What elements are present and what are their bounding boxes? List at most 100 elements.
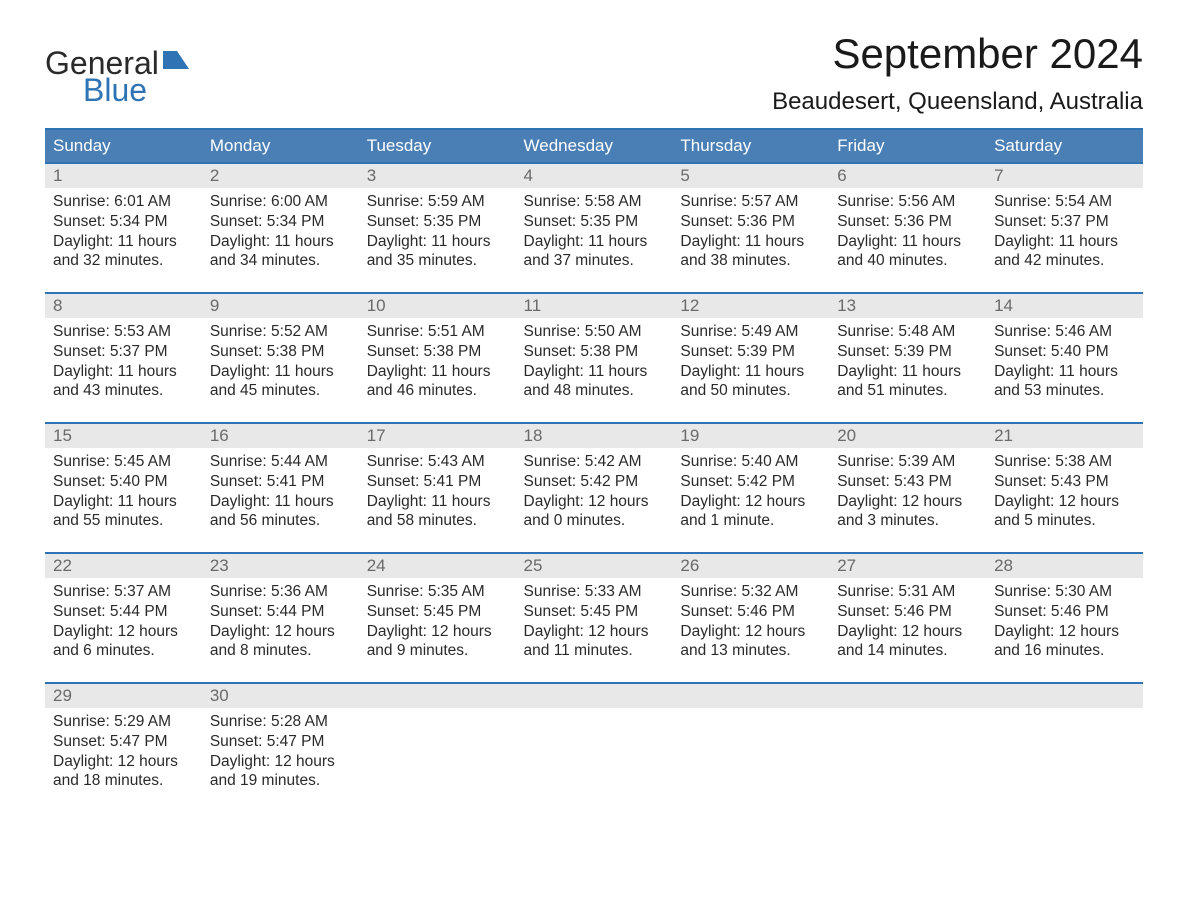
day-details: Sunrise: 5:32 AMSunset: 5:46 PMDaylight:…	[672, 578, 829, 667]
calendar-week-row: 1Sunrise: 6:01 AMSunset: 5:34 PMDaylight…	[45, 162, 1143, 292]
day-number: 9	[202, 292, 359, 318]
day-details: Sunrise: 5:46 AMSunset: 5:40 PMDaylight:…	[986, 318, 1143, 407]
calendar-day-cell: 14Sunrise: 5:46 AMSunset: 5:40 PMDayligh…	[986, 292, 1143, 422]
day-details: Sunrise: 5:58 AMSunset: 5:35 PMDaylight:…	[516, 188, 673, 277]
day-details: Sunrise: 5:28 AMSunset: 5:47 PMDaylight:…	[202, 708, 359, 797]
day-number: 3	[359, 162, 516, 188]
calendar-day-cell	[986, 682, 1143, 812]
page-header: General Blue September 2024 Beaudesert, …	[45, 30, 1143, 116]
calendar-day-cell: 9Sunrise: 5:52 AMSunset: 5:38 PMDaylight…	[202, 292, 359, 422]
calendar-day-cell: 13Sunrise: 5:48 AMSunset: 5:39 PMDayligh…	[829, 292, 986, 422]
calendar-day-cell: 27Sunrise: 5:31 AMSunset: 5:46 PMDayligh…	[829, 552, 986, 682]
day-details: Sunrise: 5:35 AMSunset: 5:45 PMDaylight:…	[359, 578, 516, 667]
calendar-day-cell: 10Sunrise: 5:51 AMSunset: 5:38 PMDayligh…	[359, 292, 516, 422]
day-number: 26	[672, 552, 829, 578]
day-details: Sunrise: 5:29 AMSunset: 5:47 PMDaylight:…	[45, 708, 202, 797]
day-details: Sunrise: 5:31 AMSunset: 5:46 PMDaylight:…	[829, 578, 986, 667]
calendar-day-cell: 6Sunrise: 5:56 AMSunset: 5:36 PMDaylight…	[829, 162, 986, 292]
calendar-day-cell: 21Sunrise: 5:38 AMSunset: 5:43 PMDayligh…	[986, 422, 1143, 552]
calendar-day-cell	[829, 682, 986, 812]
calendar-day-cell: 18Sunrise: 5:42 AMSunset: 5:42 PMDayligh…	[516, 422, 673, 552]
weekday-header: Tuesday	[359, 129, 516, 162]
day-details: Sunrise: 5:52 AMSunset: 5:38 PMDaylight:…	[202, 318, 359, 407]
day-number-empty	[516, 682, 673, 708]
weekday-header: Monday	[202, 129, 359, 162]
day-details: Sunrise: 5:53 AMSunset: 5:37 PMDaylight:…	[45, 318, 202, 407]
day-number-empty	[986, 682, 1143, 708]
day-number: 12	[672, 292, 829, 318]
day-number: 1	[45, 162, 202, 188]
day-number: 19	[672, 422, 829, 448]
day-number-empty	[672, 682, 829, 708]
calendar-day-cell: 26Sunrise: 5:32 AMSunset: 5:46 PMDayligh…	[672, 552, 829, 682]
day-number: 16	[202, 422, 359, 448]
calendar-day-cell: 16Sunrise: 5:44 AMSunset: 5:41 PMDayligh…	[202, 422, 359, 552]
calendar-day-cell: 15Sunrise: 5:45 AMSunset: 5:40 PMDayligh…	[45, 422, 202, 552]
weekday-header: Thursday	[672, 129, 829, 162]
day-number-empty	[829, 682, 986, 708]
calendar-day-cell: 22Sunrise: 5:37 AMSunset: 5:44 PMDayligh…	[45, 552, 202, 682]
page-title: September 2024	[772, 30, 1143, 78]
calendar-day-cell: 4Sunrise: 5:58 AMSunset: 5:35 PMDaylight…	[516, 162, 673, 292]
calendar-day-cell: 1Sunrise: 6:01 AMSunset: 5:34 PMDaylight…	[45, 162, 202, 292]
day-number: 18	[516, 422, 673, 448]
day-number: 14	[986, 292, 1143, 318]
calendar-day-cell: 17Sunrise: 5:43 AMSunset: 5:41 PMDayligh…	[359, 422, 516, 552]
calendar-week-row: 29Sunrise: 5:29 AMSunset: 5:47 PMDayligh…	[45, 682, 1143, 812]
day-number: 29	[45, 682, 202, 708]
calendar-day-cell: 20Sunrise: 5:39 AMSunset: 5:43 PMDayligh…	[829, 422, 986, 552]
day-number: 27	[829, 552, 986, 578]
day-number: 23	[202, 552, 359, 578]
day-number: 7	[986, 162, 1143, 188]
day-number: 24	[359, 552, 516, 578]
day-number: 30	[202, 682, 359, 708]
calendar-day-cell	[516, 682, 673, 812]
day-number: 15	[45, 422, 202, 448]
day-number: 17	[359, 422, 516, 448]
weekday-header: Friday	[829, 129, 986, 162]
calendar-day-cell: 11Sunrise: 5:50 AMSunset: 5:38 PMDayligh…	[516, 292, 673, 422]
weekday-header: Wednesday	[516, 129, 673, 162]
day-details: Sunrise: 5:43 AMSunset: 5:41 PMDaylight:…	[359, 448, 516, 537]
day-number: 6	[829, 162, 986, 188]
day-details: Sunrise: 5:37 AMSunset: 5:44 PMDaylight:…	[45, 578, 202, 667]
day-details: Sunrise: 5:39 AMSunset: 5:43 PMDaylight:…	[829, 448, 986, 537]
calendar-day-cell: 8Sunrise: 5:53 AMSunset: 5:37 PMDaylight…	[45, 292, 202, 422]
calendar-day-cell: 3Sunrise: 5:59 AMSunset: 5:35 PMDaylight…	[359, 162, 516, 292]
day-details: Sunrise: 5:45 AMSunset: 5:40 PMDaylight:…	[45, 448, 202, 537]
day-number: 25	[516, 552, 673, 578]
calendar-week-row: 8Sunrise: 5:53 AMSunset: 5:37 PMDaylight…	[45, 292, 1143, 422]
day-number: 5	[672, 162, 829, 188]
day-details: Sunrise: 5:57 AMSunset: 5:36 PMDaylight:…	[672, 188, 829, 277]
day-number: 4	[516, 162, 673, 188]
day-details: Sunrise: 5:44 AMSunset: 5:41 PMDaylight:…	[202, 448, 359, 537]
calendar-day-cell: 24Sunrise: 5:35 AMSunset: 5:45 PMDayligh…	[359, 552, 516, 682]
calendar-day-cell	[672, 682, 829, 812]
day-details: Sunrise: 5:54 AMSunset: 5:37 PMDaylight:…	[986, 188, 1143, 277]
day-details: Sunrise: 5:40 AMSunset: 5:42 PMDaylight:…	[672, 448, 829, 537]
day-details: Sunrise: 5:51 AMSunset: 5:38 PMDaylight:…	[359, 318, 516, 407]
weekday-header: Sunday	[45, 129, 202, 162]
logo-word2: Blue	[83, 77, 191, 104]
day-details: Sunrise: 5:48 AMSunset: 5:39 PMDaylight:…	[829, 318, 986, 407]
calendar-day-cell: 12Sunrise: 5:49 AMSunset: 5:39 PMDayligh…	[672, 292, 829, 422]
calendar-day-cell: 28Sunrise: 5:30 AMSunset: 5:46 PMDayligh…	[986, 552, 1143, 682]
location-subtitle: Beaudesert, Queensland, Australia	[772, 88, 1143, 116]
day-number: 11	[516, 292, 673, 318]
calendar-day-cell: 29Sunrise: 5:29 AMSunset: 5:47 PMDayligh…	[45, 682, 202, 812]
day-details: Sunrise: 5:36 AMSunset: 5:44 PMDaylight:…	[202, 578, 359, 667]
title-block: September 2024 Beaudesert, Queensland, A…	[772, 30, 1143, 116]
logo-flag-icon	[163, 51, 191, 76]
calendar-table: SundayMondayTuesdayWednesdayThursdayFrid…	[45, 128, 1143, 812]
day-number: 28	[986, 552, 1143, 578]
calendar-body: 1Sunrise: 6:01 AMSunset: 5:34 PMDaylight…	[45, 162, 1143, 812]
day-details: Sunrise: 6:00 AMSunset: 5:34 PMDaylight:…	[202, 188, 359, 277]
calendar-day-cell: 19Sunrise: 5:40 AMSunset: 5:42 PMDayligh…	[672, 422, 829, 552]
day-details: Sunrise: 5:50 AMSunset: 5:38 PMDaylight:…	[516, 318, 673, 407]
day-number-empty	[359, 682, 516, 708]
day-number: 8	[45, 292, 202, 318]
day-number: 2	[202, 162, 359, 188]
weekday-header-row: SundayMondayTuesdayWednesdayThursdayFrid…	[45, 129, 1143, 162]
calendar-day-cell: 30Sunrise: 5:28 AMSunset: 5:47 PMDayligh…	[202, 682, 359, 812]
calendar-day-cell: 25Sunrise: 5:33 AMSunset: 5:45 PMDayligh…	[516, 552, 673, 682]
